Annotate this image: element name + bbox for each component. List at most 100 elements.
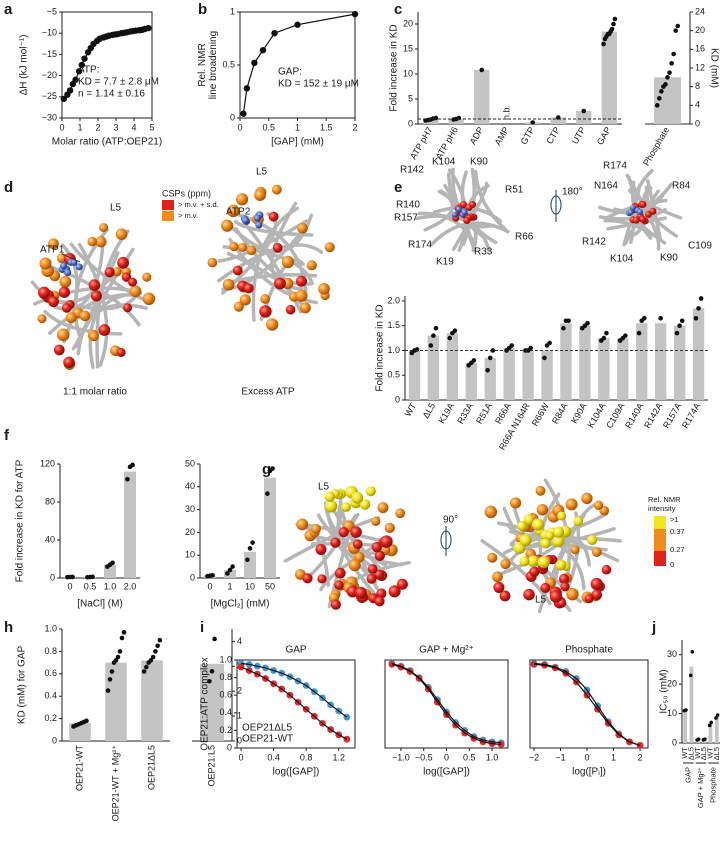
axis-label: log([GAP]): [423, 767, 470, 778]
replicate-point: [265, 491, 270, 496]
x-tick-label: 50: [265, 581, 275, 591]
atom-sphere: [242, 216, 250, 224]
y-tick-label: 0.2: [219, 725, 232, 735]
atom-sphere: [297, 222, 308, 234]
atom-sphere: [639, 215, 647, 223]
axis-label: [MgCl₂] (mM): [211, 599, 270, 610]
atom-sphere: [243, 283, 254, 294]
atom-sphere: [570, 545, 580, 555]
atom-sphere: [285, 304, 296, 315]
x-tick-label: 1.5: [320, 122, 333, 132]
y-tick-label: −15: [42, 49, 57, 59]
atom-sphere: [519, 556, 530, 567]
ribbon: [480, 539, 552, 606]
replicate-point: [70, 574, 75, 580]
atom-sphere: [384, 522, 395, 534]
atom-sphere: [601, 564, 612, 575]
atom-sphere: [266, 318, 279, 331]
x-tick-label: 2: [95, 122, 100, 132]
atom-sphere: [56, 328, 70, 342]
bar: [264, 477, 276, 578]
atom-sphere: [117, 256, 129, 269]
annotation: GAP:: [278, 67, 302, 78]
atom-sphere: [60, 262, 68, 270]
atom-sphere: [272, 242, 283, 253]
y-tick-label: 0.4: [44, 691, 57, 701]
atom-sphere: [61, 303, 72, 313]
axis-label: [NaCl] (M): [77, 599, 123, 610]
replicate-point: [530, 120, 536, 125]
atom-sphere: [573, 516, 584, 527]
replicate-point: [119, 635, 125, 641]
replicate-point: [673, 28, 678, 33]
x-tick-label: 2.0: [124, 581, 137, 591]
replicate-point: [109, 669, 115, 674]
atom-sphere: [246, 245, 257, 256]
atom-sphere: [317, 574, 327, 584]
x-tick-label: WT: [705, 747, 714, 759]
atom-sphere: [587, 535, 598, 546]
fit-line: [242, 13, 356, 114]
atom-sphere: [376, 588, 387, 599]
axis-label: log([GAP]): [273, 767, 320, 778]
bar: [654, 323, 667, 400]
legend-label: > m.v. + s.d.: [178, 200, 219, 209]
atom-sphere: [632, 216, 640, 224]
annotation: KD = 7.7 ± 2.8 μM: [78, 77, 159, 88]
replicate-point: [688, 673, 693, 678]
group-label: GAP: [683, 767, 692, 783]
replicate-point: [698, 296, 704, 301]
structure-label: L5: [256, 167, 268, 178]
atom-sphere: [59, 275, 72, 288]
legend-label: 0.27: [670, 545, 685, 554]
fit-line: [391, 663, 502, 746]
replicate-point: [601, 41, 606, 47]
y-tick-label: 40: [45, 534, 55, 544]
residue-label: R66: [515, 232, 534, 243]
y-tick-label: 10: [667, 708, 677, 718]
bar: [689, 666, 694, 743]
replicate-point: [657, 96, 662, 101]
atom-sphere: [254, 189, 266, 202]
replicate-point: [121, 630, 127, 635]
residue-label: K104: [432, 157, 456, 168]
y-tick-label: −25: [42, 91, 57, 101]
structure-label: L5: [318, 482, 330, 493]
atom-sphere: [581, 492, 593, 505]
atom-sphere: [380, 535, 393, 548]
atom-sphere: [104, 267, 115, 278]
atom-sphere: [128, 277, 138, 287]
replicate-point: [581, 108, 587, 114]
axis-label: IC₅₀ (mM): [659, 669, 670, 713]
atom-sphere: [95, 236, 107, 248]
x-tick-label: WT: [403, 401, 419, 419]
group-label: GAP + Mg²⁺: [696, 767, 705, 808]
axis-label: Molar ratio (ATP:OEP21): [52, 137, 162, 148]
bar: [708, 722, 713, 743]
atom-sphere: [302, 573, 313, 584]
ribbon: [624, 189, 660, 245]
legend-swatch: [162, 211, 174, 221]
atom-sphere: [334, 567, 346, 579]
axis-label: OEP21:ATP complex: [200, 657, 211, 751]
ribbon: [473, 170, 507, 232]
chart-title: GAP: [285, 645, 306, 656]
x-tick-label: 0: [239, 752, 244, 762]
x-tick-label: 0.4: [267, 752, 280, 762]
atom-sphere: [268, 211, 279, 222]
atom-sphere: [352, 539, 363, 550]
atom-sphere: [552, 526, 565, 538]
atom-sphere: [366, 573, 377, 584]
atom-sphere: [115, 228, 128, 241]
replicate-point: [542, 355, 547, 361]
axis-label: log([Pᵢ]): [572, 767, 606, 778]
replicate-point: [431, 333, 436, 338]
x-tick-label: 2: [638, 752, 643, 762]
atom-sphere: [351, 491, 364, 504]
replicate-point: [604, 330, 609, 336]
bar: [560, 323, 572, 400]
x-tick-label: GTP: [519, 125, 537, 146]
atom-sphere: [233, 301, 244, 312]
x-tick-label: 0.5: [463, 752, 476, 762]
replicate-point: [212, 636, 217, 642]
